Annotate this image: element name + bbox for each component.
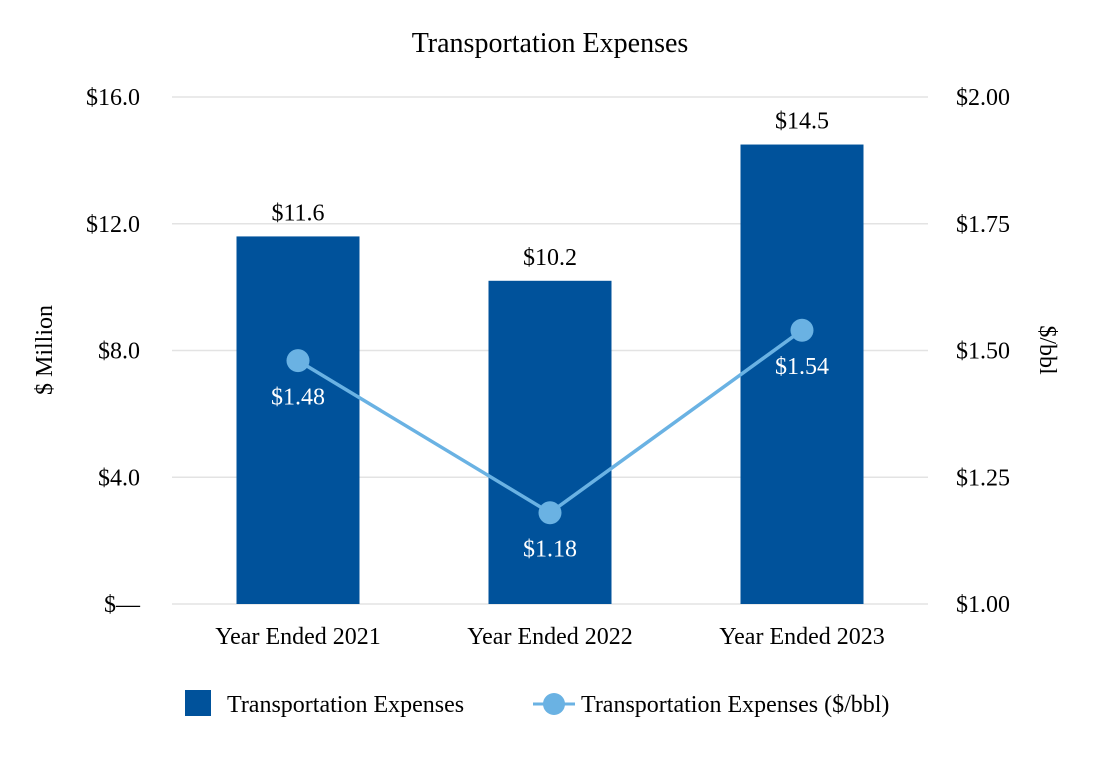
y2-tick-label: $1.75	[956, 212, 1010, 238]
x-tick-label: Year Ended 2023	[719, 624, 885, 650]
y-axis-right-title: $/bbl	[1034, 325, 1060, 375]
bar-data-label: $10.2	[523, 245, 577, 271]
y2-tick-label: $2.00	[956, 85, 1010, 111]
y2-tick-label: $1.00	[956, 592, 1010, 618]
line-data-label: $1.54	[775, 354, 829, 380]
y-axis-left-ticks: $— $4.0 $8.0 $12.0 $16.0	[86, 85, 141, 618]
legend-line-label: Transportation Expenses ($/bbl)	[581, 692, 889, 718]
bar-data-label: $11.6	[271, 200, 324, 226]
bar-data-label: $14.5	[775, 109, 829, 135]
x-tick-label: Year Ended 2022	[467, 624, 633, 650]
line-series	[286, 318, 814, 525]
legend-line-marker	[543, 693, 565, 715]
y2-tick-label: $1.25	[956, 465, 1010, 491]
y-tick-label: $4.0	[98, 465, 140, 491]
line-point	[538, 501, 562, 525]
bar	[236, 236, 360, 605]
data-labels: $11.6 $10.2 $14.5 $1.48 $1.18 $1.54	[271, 109, 829, 563]
y-tick-label: $—	[104, 592, 141, 618]
y-axis-left-title: $ Million	[32, 305, 58, 395]
y-tick-label: $8.0	[98, 339, 140, 365]
line-data-label: $1.18	[523, 537, 577, 563]
x-axis-ticks: Year Ended 2021 Year Ended 2022 Year Ended…	[215, 624, 885, 650]
bar	[740, 144, 864, 604]
chart-title: Transportation Expenses	[412, 28, 689, 59]
bars	[236, 144, 864, 605]
line-point	[286, 349, 310, 373]
bar	[488, 280, 612, 604]
y-tick-label: $16.0	[86, 85, 140, 111]
legend-bar-label: Transportation Expenses	[227, 692, 464, 718]
y-axis-right-ticks: $1.00 $1.25 $1.50 $1.75 $2.00	[956, 85, 1010, 618]
line-point	[790, 318, 814, 342]
y2-tick-label: $1.50	[956, 339, 1010, 365]
legend-bar-swatch	[185, 690, 211, 716]
legend: Transportation Expenses Transportation E…	[185, 690, 889, 718]
line-data-label: $1.48	[271, 385, 325, 411]
x-tick-label: Year Ended 2021	[215, 624, 381, 650]
y-tick-label: $12.0	[86, 212, 140, 238]
